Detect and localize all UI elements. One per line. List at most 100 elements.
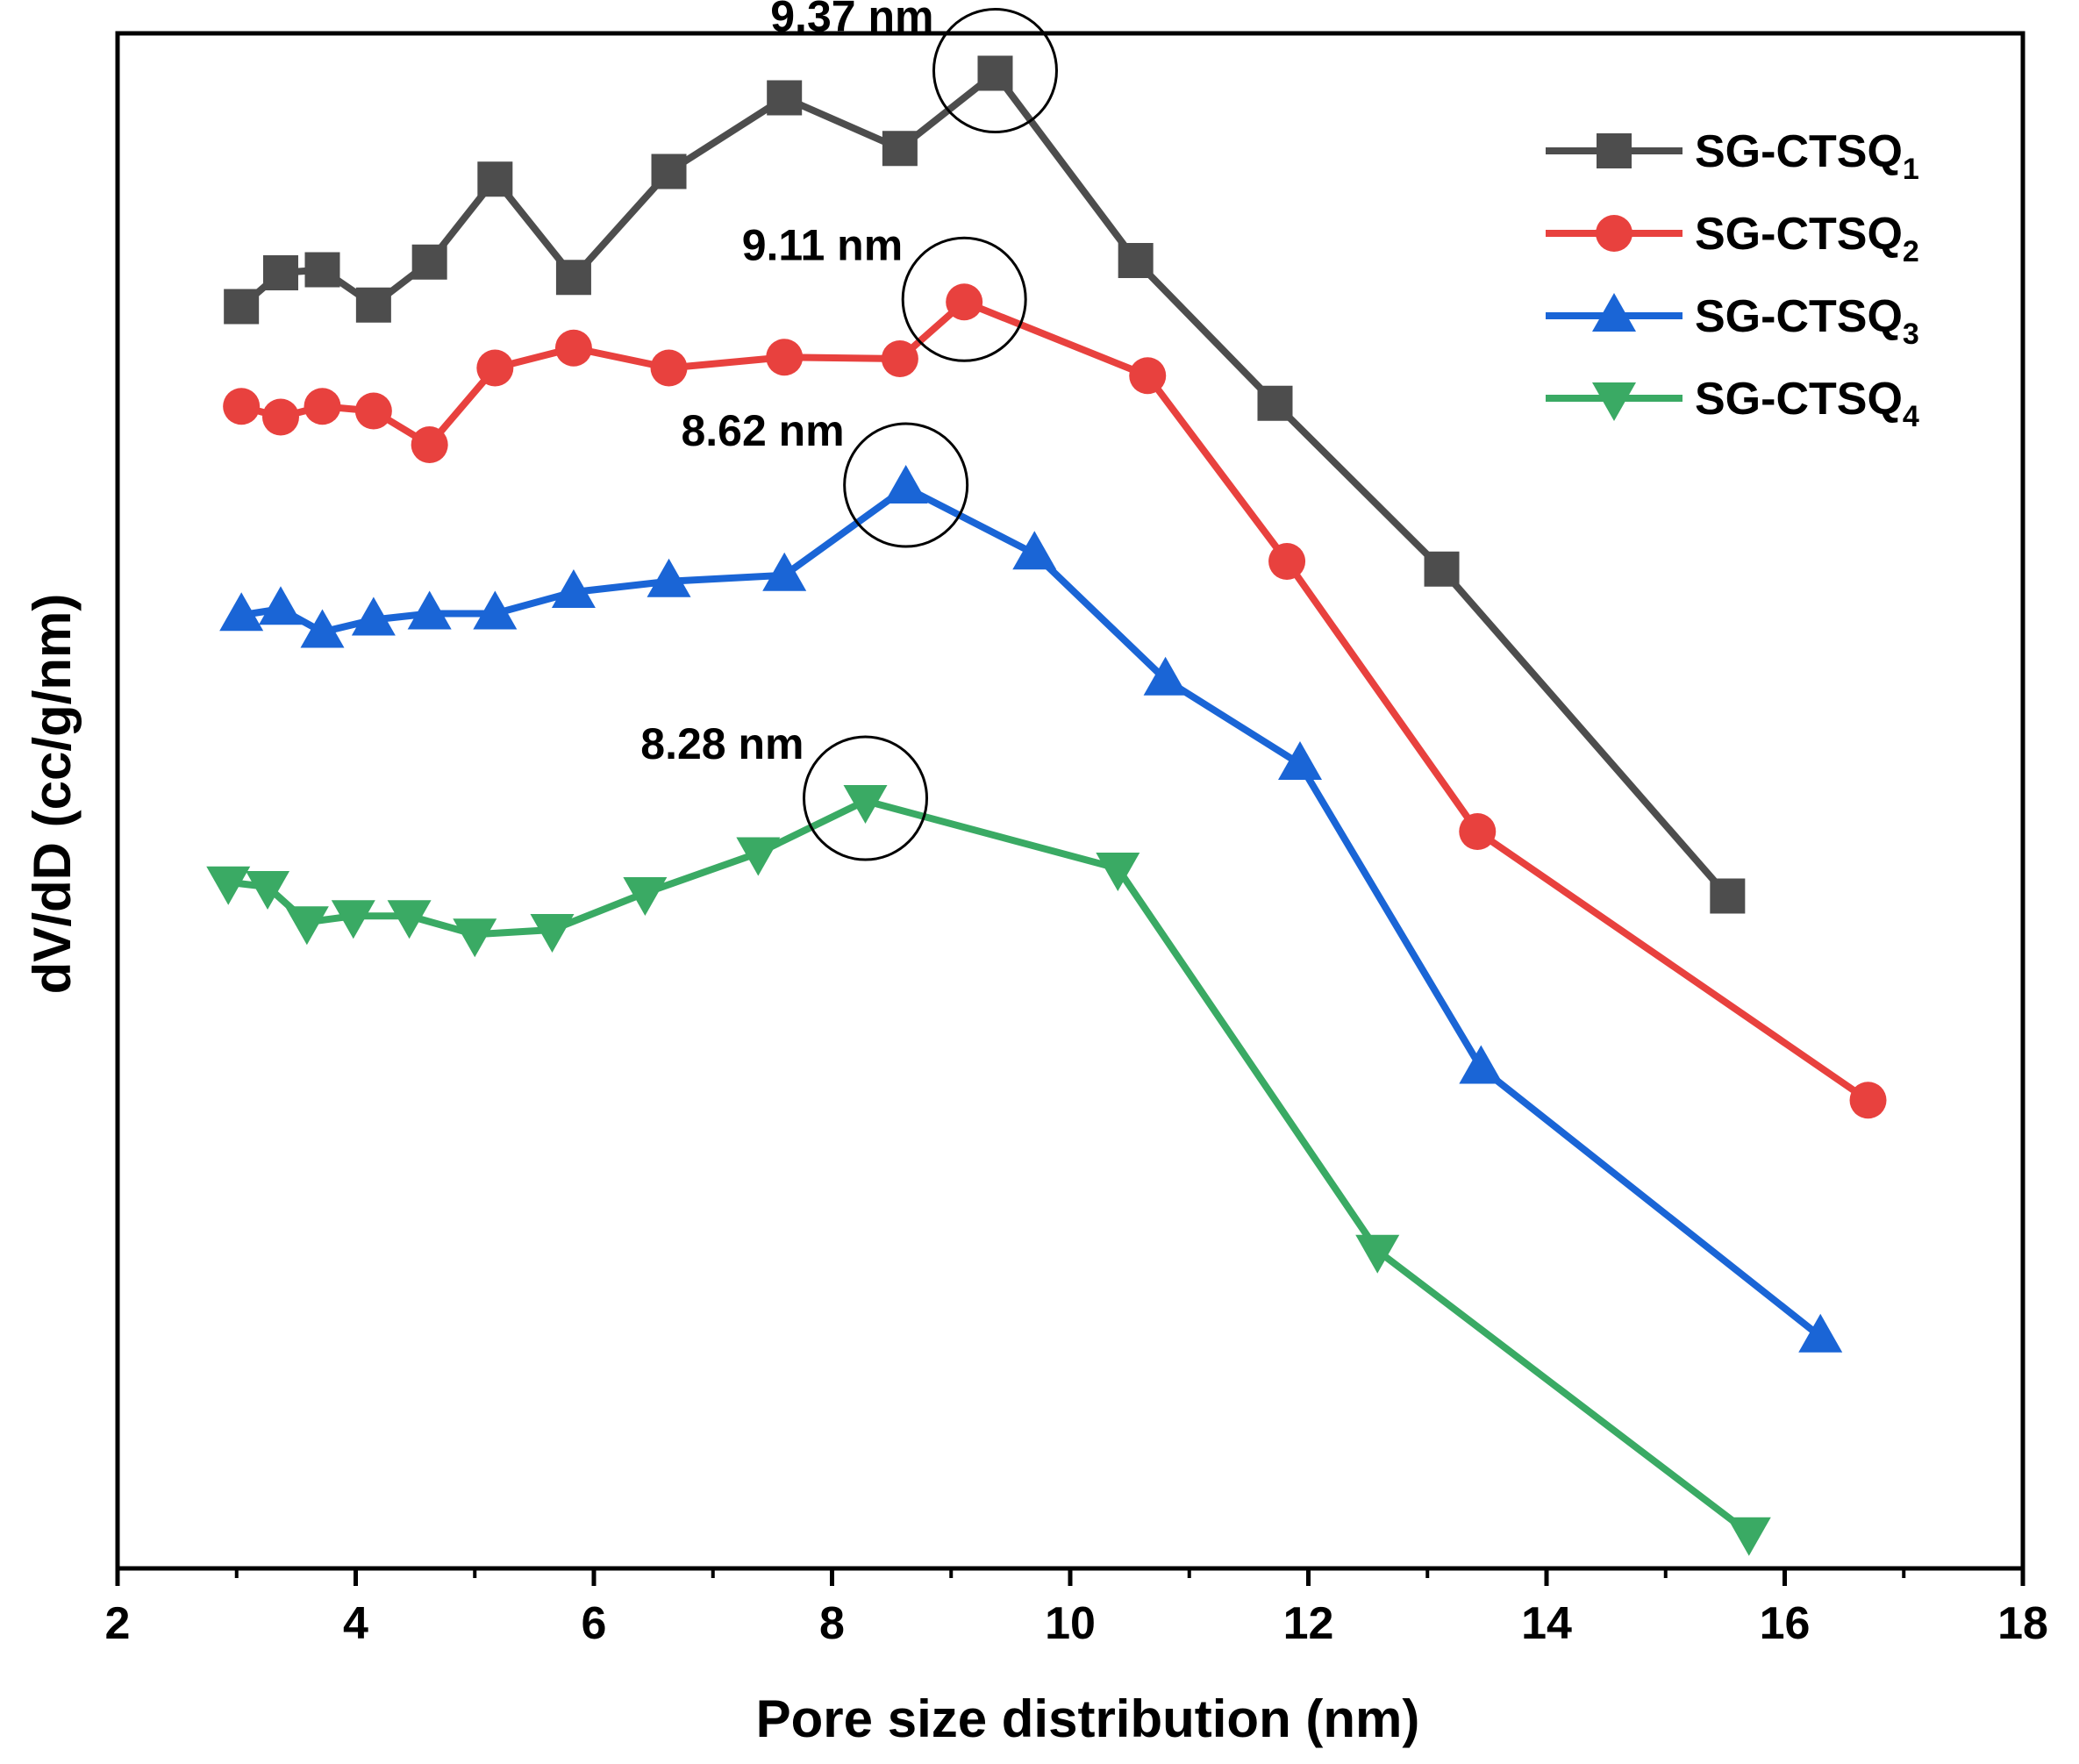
annotation-circle	[843, 422, 969, 548]
legend-item-3: SG-CTSQ3	[1546, 291, 1919, 351]
series-2-point	[881, 340, 918, 377]
legend-marker	[1592, 293, 1636, 332]
series-4-point	[453, 918, 497, 958]
series-3-point	[762, 552, 807, 591]
legend-item-4: SG-CTSQ4	[1546, 374, 1919, 433]
series-2-point	[261, 398, 299, 436]
series-1-point	[555, 260, 591, 296]
series-3-point	[1277, 741, 1322, 780]
series-2-point	[476, 349, 514, 387]
series-1-point	[1424, 551, 1460, 587]
series-4-point	[206, 866, 251, 905]
legend-label: SG-CTSQ1	[1695, 126, 1919, 186]
annotation-layer: 9.37 nm 9.11 nm 8.62 nm 8.28 nm	[640, 0, 1058, 861]
series-3-point	[1459, 1045, 1504, 1084]
series-layer	[206, 55, 1887, 1556]
series-4-point	[843, 785, 888, 824]
series-1-point	[224, 289, 260, 325]
series-3-point	[407, 590, 452, 630]
series-1-point	[411, 244, 447, 280]
chart-axes	[115, 31, 2025, 1571]
y-axis-title: dV/dD (cc/g/nm)	[23, 594, 82, 995]
series-3-line	[240, 484, 1823, 1339]
series-2-line	[240, 298, 1870, 1103]
series-1-point	[651, 154, 687, 189]
legend-marker	[1596, 215, 1632, 252]
annotation-circle	[901, 236, 1027, 362]
series-1-point	[977, 55, 1013, 91]
series-1	[224, 55, 1746, 914]
x-tick-label: 12	[1283, 1598, 1334, 1649]
x-axis-title: Pore size distribution (nm)	[756, 1689, 1420, 1748]
series-4	[206, 785, 1771, 1556]
annotation-circle	[932, 8, 1058, 133]
series-4-point	[530, 914, 575, 953]
series-2-point	[354, 392, 392, 430]
series-3-point	[258, 586, 303, 625]
series-3-point	[219, 592, 264, 632]
series-1-point	[262, 255, 298, 290]
legend-marker	[1597, 133, 1632, 168]
series-4-line	[227, 797, 1752, 1536]
series-4-point	[736, 837, 781, 876]
x-axis-ticks: 2 4 6 8 10 12 14 16 18	[105, 1568, 2048, 1649]
series-3-point	[647, 558, 691, 597]
series-2-point	[223, 388, 261, 425]
series-2-point	[766, 339, 804, 376]
series-3-point	[1798, 1313, 1843, 1353]
series-4-point	[284, 906, 329, 946]
annotation-label: 8.62 nm	[681, 406, 844, 455]
series-3-point	[300, 609, 345, 648]
series-3-point	[473, 590, 518, 630]
x-tick-label: 16	[1760, 1598, 1811, 1649]
series-2	[223, 283, 1887, 1119]
plot-frame	[115, 31, 2025, 1571]
series-4-point	[246, 871, 290, 910]
annotation-circle	[803, 735, 929, 861]
series-3-point	[883, 465, 928, 503]
series-4-point	[1355, 1234, 1400, 1274]
legend-label: SG-CTSQ4	[1695, 374, 1919, 433]
series-1-point	[1710, 878, 1746, 914]
series-2-point	[1459, 813, 1497, 850]
x-tick-label: 18	[1997, 1598, 2048, 1649]
series-1-point	[477, 161, 513, 197]
series-2-point	[946, 283, 983, 321]
series-2-point	[304, 388, 341, 425]
series-2-point	[554, 329, 592, 367]
legend-label: SG-CTSQ2	[1695, 209, 1919, 268]
legend-label: SG-CTSQ3	[1695, 291, 1919, 351]
legend-item-1: SG-CTSQ1	[1546, 126, 1919, 186]
x-tick-label: 4	[343, 1598, 368, 1649]
series-2-point	[1129, 357, 1167, 395]
legend-item-2: SG-CTSQ2	[1546, 209, 1919, 268]
series-4-point	[331, 900, 375, 939]
annotation-label: 9.11 nm	[742, 220, 903, 269]
x-tick-label: 14	[1521, 1598, 1572, 1649]
series-3-point	[551, 569, 596, 608]
x-tick-label: 10	[1045, 1598, 1096, 1649]
series-3	[219, 465, 1843, 1353]
x-tick-label: 6	[582, 1598, 607, 1649]
series-4-point	[387, 900, 432, 939]
series-3-point	[1143, 656, 1188, 696]
series-3-point	[351, 596, 396, 636]
series-1-point	[1257, 385, 1293, 421]
series-1-point	[1118, 243, 1154, 278]
series-2-point	[411, 426, 448, 463]
series-4-point	[623, 877, 668, 916]
annotation-label: 8.28 nm	[640, 719, 804, 768]
series-1-point	[767, 80, 803, 116]
series-2-point	[1849, 1082, 1887, 1119]
series-4-point	[1096, 853, 1140, 891]
series-1-point	[355, 287, 391, 323]
legend: SG-CTSQ1 SG-CTSQ2 SG-CTSQ3 SG-CTSQ4	[1546, 126, 1919, 433]
legend-marker	[1592, 382, 1636, 421]
series-2-point	[650, 349, 688, 387]
series-1-point	[304, 252, 340, 288]
series-3-point	[1012, 531, 1057, 570]
series-1-point	[882, 131, 918, 167]
x-tick-label: 8	[819, 1598, 845, 1649]
series-2-point	[1268, 543, 1306, 580]
